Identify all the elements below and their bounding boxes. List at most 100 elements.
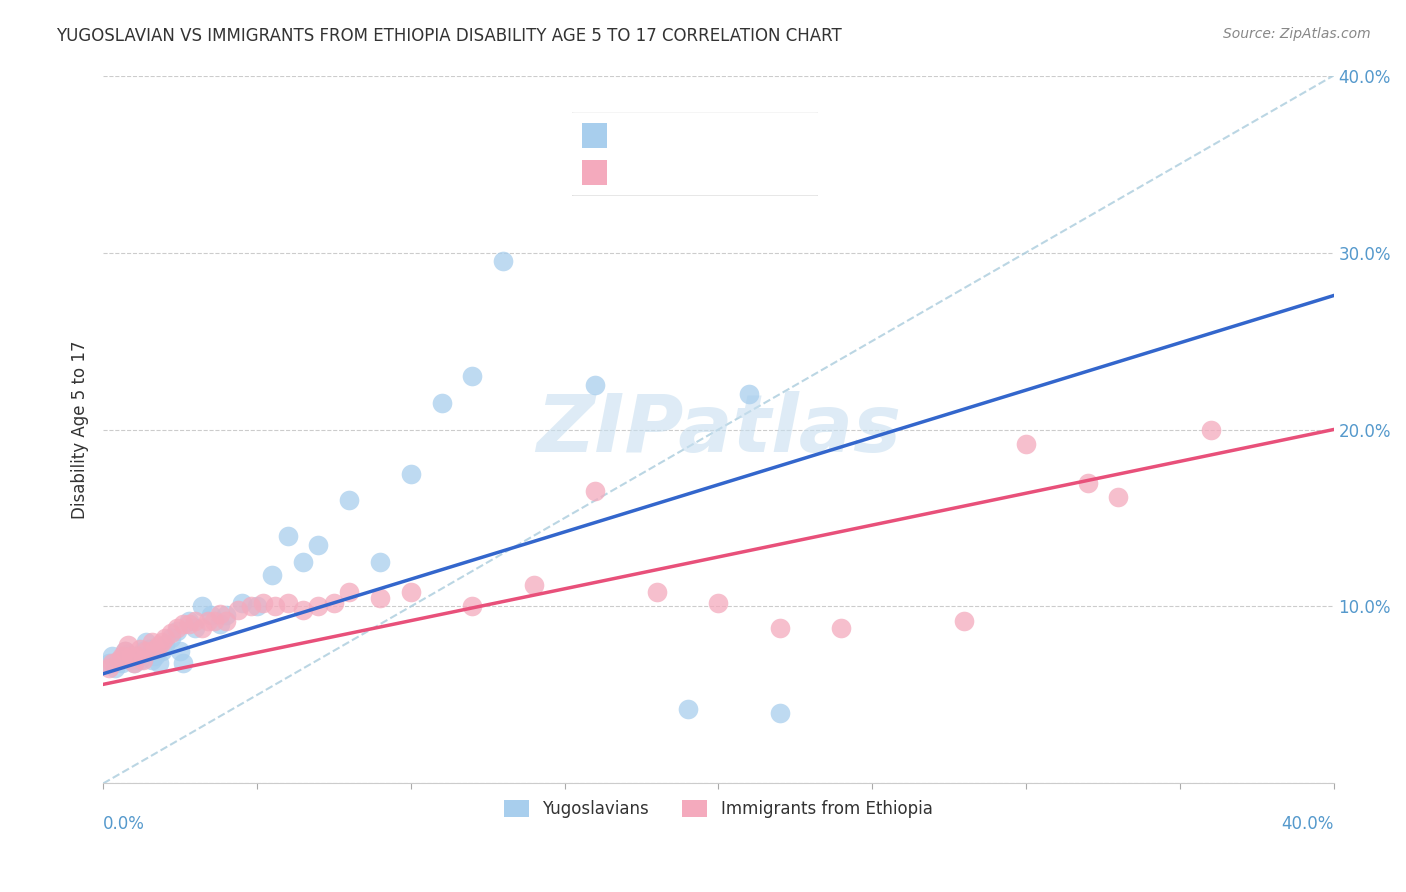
Point <box>208 617 231 632</box>
Point <box>292 603 315 617</box>
Point <box>308 599 330 614</box>
Point <box>215 614 238 628</box>
Point <box>110 648 132 663</box>
Point <box>1107 490 1129 504</box>
Y-axis label: Disability Age 5 to 17: Disability Age 5 to 17 <box>72 340 89 519</box>
Point <box>101 656 124 670</box>
Point <box>583 378 606 392</box>
Point <box>122 656 145 670</box>
Point <box>145 648 167 663</box>
Text: 0.466: 0.466 <box>651 127 703 145</box>
Point <box>190 599 212 614</box>
Point <box>399 585 422 599</box>
Point <box>1076 475 1098 490</box>
Point <box>159 632 181 646</box>
Point <box>231 596 253 610</box>
Legend: Yugoslavians, Immigrants from Ethiopia: Yugoslavians, Immigrants from Ethiopia <box>498 793 939 825</box>
Point <box>169 644 191 658</box>
Point <box>337 585 360 599</box>
Point <box>148 639 170 653</box>
Point <box>150 644 173 658</box>
Point <box>110 656 132 670</box>
Text: R =: R = <box>617 163 652 181</box>
Point <box>117 639 139 653</box>
Text: YUGOSLAVIAN VS IMMIGRANTS FROM ETHIOPIA DISABILITY AGE 5 TO 17 CORRELATION CHART: YUGOSLAVIAN VS IMMIGRANTS FROM ETHIOPIA … <box>56 27 842 45</box>
Point <box>368 591 391 605</box>
Text: N =: N = <box>713 163 749 181</box>
Point <box>148 656 170 670</box>
Point <box>166 621 188 635</box>
Point <box>738 387 761 401</box>
Point <box>208 607 231 621</box>
Point <box>676 702 699 716</box>
Point <box>1199 423 1222 437</box>
Point <box>153 632 176 646</box>
Point <box>399 467 422 481</box>
Point <box>769 706 792 720</box>
Point <box>98 661 121 675</box>
Point <box>141 635 163 649</box>
Point <box>707 596 730 610</box>
Point <box>184 614 207 628</box>
Point <box>337 493 360 508</box>
Text: Source: ZipAtlas.com: Source: ZipAtlas.com <box>1223 27 1371 41</box>
Point <box>308 537 330 551</box>
Point <box>523 578 546 592</box>
Point <box>145 642 167 657</box>
Point <box>153 639 176 653</box>
Point <box>141 652 163 666</box>
Point <box>122 656 145 670</box>
Point <box>228 603 250 617</box>
Point <box>430 396 453 410</box>
Bar <box>582 160 607 186</box>
Point <box>492 254 515 268</box>
Text: R =: R = <box>617 127 652 145</box>
Point <box>132 644 155 658</box>
Text: N =: N = <box>713 127 749 145</box>
Point <box>150 635 173 649</box>
Point <box>159 626 181 640</box>
Point <box>104 661 127 675</box>
Point <box>190 621 212 635</box>
Text: 0.751: 0.751 <box>651 163 703 181</box>
Point <box>98 656 121 670</box>
Point <box>125 648 148 663</box>
Point <box>114 644 136 658</box>
Point <box>179 617 201 632</box>
Point <box>1015 436 1038 450</box>
Point <box>246 599 269 614</box>
Point <box>368 555 391 569</box>
Point <box>239 599 262 614</box>
Point <box>277 596 299 610</box>
Point <box>262 567 284 582</box>
Point <box>215 608 238 623</box>
Bar <box>582 122 607 148</box>
Point <box>322 596 344 610</box>
Text: 0.0%: 0.0% <box>103 815 145 833</box>
Point <box>953 614 976 628</box>
Point <box>200 608 222 623</box>
Text: 50: 50 <box>745 163 768 181</box>
Point <box>202 614 225 628</box>
Point <box>179 614 201 628</box>
Point <box>264 599 287 614</box>
Point <box>114 644 136 658</box>
Point <box>461 369 484 384</box>
Point <box>117 648 139 662</box>
Point <box>252 596 274 610</box>
Point <box>197 614 219 628</box>
Point <box>172 617 194 632</box>
Text: 40.0%: 40.0% <box>1281 815 1334 833</box>
Point <box>120 648 142 663</box>
Point <box>101 648 124 663</box>
Text: ZIPatlas: ZIPatlas <box>536 391 901 468</box>
Point <box>129 652 152 666</box>
Point <box>120 652 142 666</box>
Point <box>132 652 155 666</box>
Point <box>107 652 129 666</box>
Point <box>166 624 188 639</box>
Point <box>583 484 606 499</box>
Point <box>125 648 148 663</box>
Point <box>172 656 194 670</box>
Point <box>830 621 852 635</box>
